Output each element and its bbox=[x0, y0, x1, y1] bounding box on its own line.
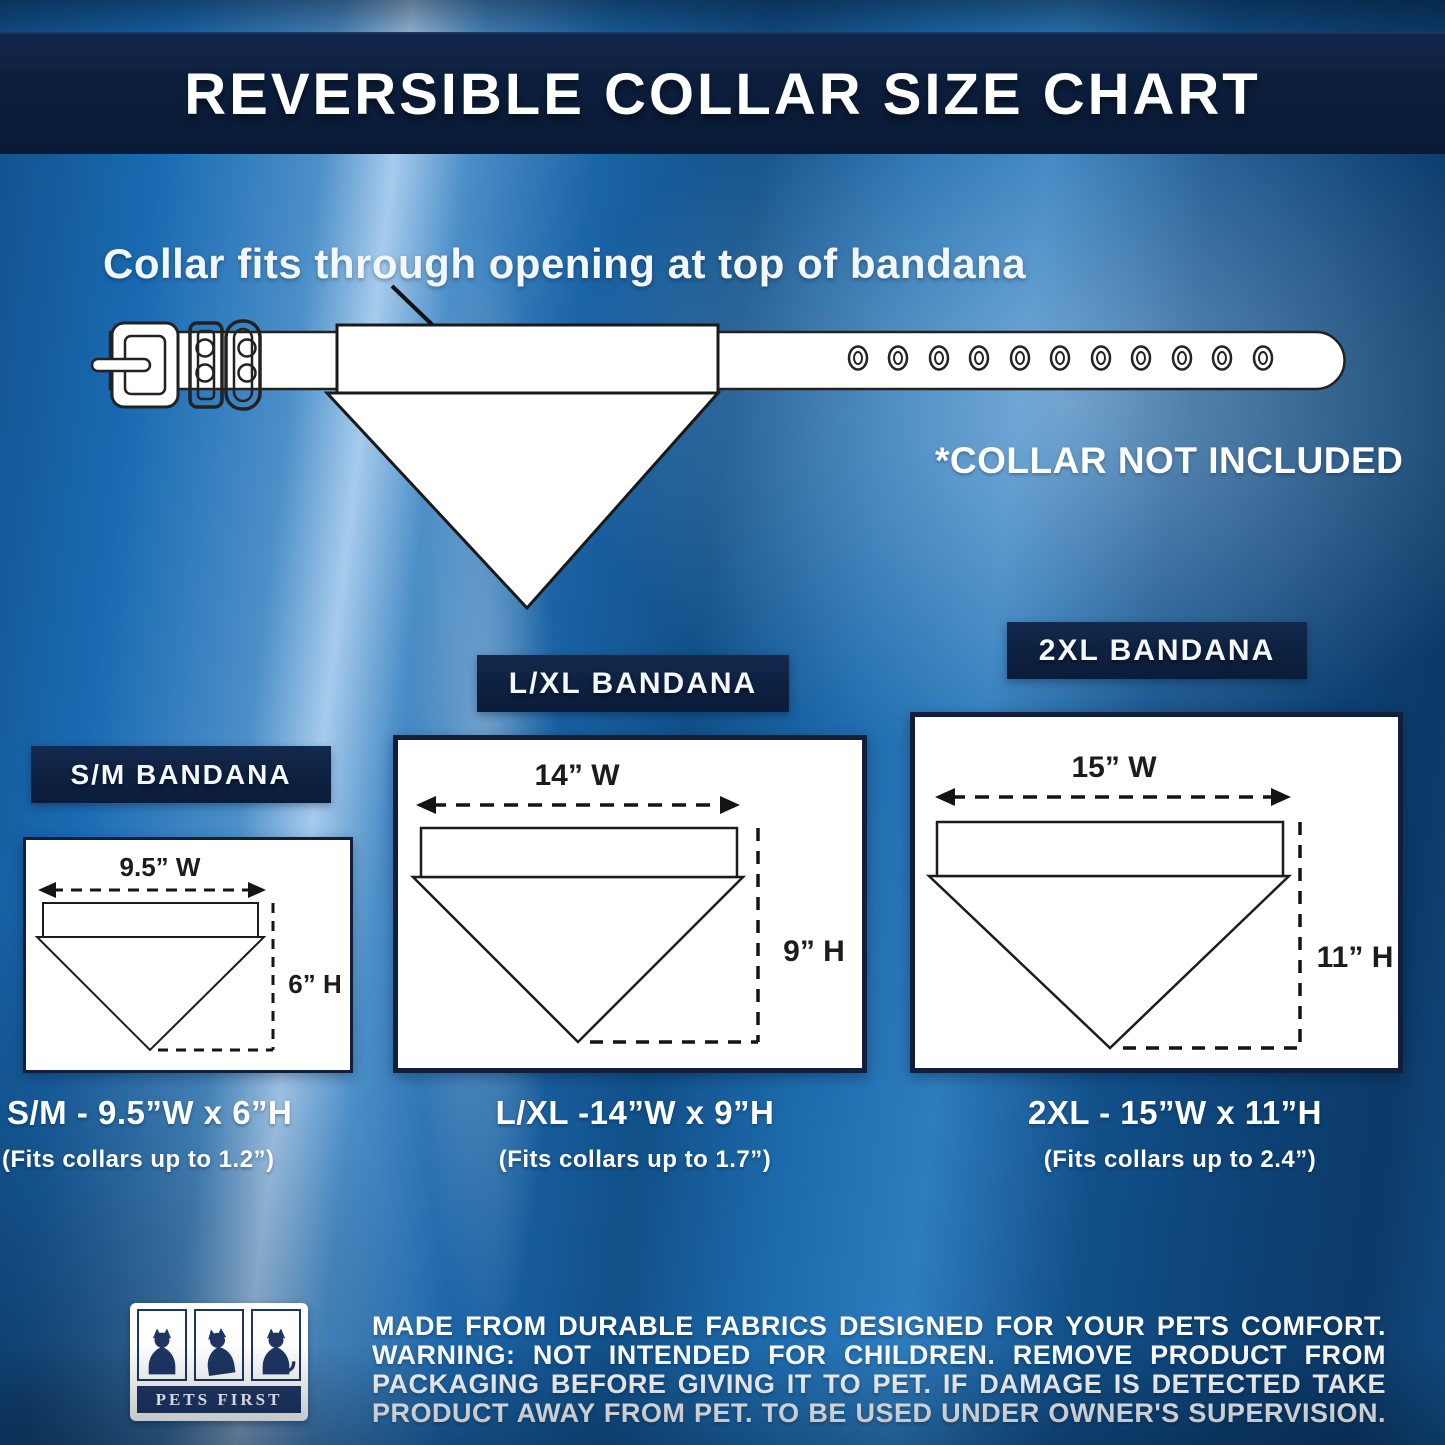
dog-frame-3 bbox=[251, 1309, 301, 1381]
disclaimer-line: PACKAGING BEFORE GIVING IT TO PET. IF DA… bbox=[372, 1369, 1386, 1399]
lxl-fits-note: (Fits collars up to 1.7”) bbox=[498, 1146, 772, 1173]
disclaimer-line: PRODUCT AWAY FROM PET. TO BE USED UNDER … bbox=[372, 1398, 1386, 1428]
dog-frame-1 bbox=[137, 1309, 187, 1381]
lxl-width-arrow bbox=[416, 796, 740, 814]
disclaimer-line: MADE FROM DURABLE FABRICS DESIGNED FOR Y… bbox=[372, 1311, 1386, 1341]
dog-silhouette-icon bbox=[207, 1328, 236, 1376]
dog-silhouette-icon bbox=[262, 1328, 296, 1375]
dog-frame-2 bbox=[194, 1309, 244, 1381]
dog-silhouette-icon bbox=[148, 1328, 176, 1375]
sm-fits-note: (Fits collars up to 1.2”) bbox=[2, 1146, 275, 1173]
sm-width-label: 9.5” W bbox=[120, 852, 201, 882]
2xl-bandana-triangle bbox=[925, 874, 1293, 1050]
pets-first-logo: PETS FIRST bbox=[130, 1303, 308, 1421]
disclaimer: MADE FROM DURABLE FABRICS DESIGNED FOR Y… bbox=[372, 1312, 1386, 1428]
2xl-height-label: 11” H bbox=[1317, 941, 1394, 974]
diagram-lxl: 14” W 9” H bbox=[409, 759, 845, 1044]
diagram-2xl: 15” W 11” H bbox=[925, 751, 1394, 1050]
lxl-summary: L/XL -14”W x 9”H bbox=[495, 1094, 775, 1131]
size-label-sm: S/M BANDANA bbox=[31, 746, 331, 803]
title-banner: REVERSIBLE COLLAR SIZE CHART bbox=[0, 32, 1445, 154]
lxl-bandana-sleeve bbox=[419, 826, 739, 879]
sm-width-arrow bbox=[38, 882, 266, 898]
lxl-bandana-triangle bbox=[409, 875, 747, 1044]
size-label-2xl-text: 2XL BANDANA bbox=[1038, 633, 1276, 667]
sm-bandana-triangle bbox=[34, 936, 267, 1052]
collar-strap bbox=[108, 330, 1346, 391]
2xl-summary: 2XL - 15”W x 11”H bbox=[1027, 1094, 1322, 1131]
brand-name-bar: PETS FIRST bbox=[137, 1386, 301, 1413]
lxl-height-line bbox=[590, 828, 760, 1044]
diagram-sm: 9.5” W 6” H bbox=[34, 852, 342, 1052]
2xl-height-line bbox=[1123, 822, 1302, 1050]
2xl-width-label: 15” W bbox=[1071, 751, 1157, 784]
lxl-height-label: 9” H bbox=[783, 935, 845, 968]
bandana-triangle bbox=[323, 391, 722, 611]
collar-buckle bbox=[90, 321, 180, 409]
size-label-lxl: L/XL BANDANA bbox=[477, 655, 789, 712]
collar-right-holes bbox=[847, 345, 1274, 371]
collar-note: *COLLAR NOT INCLUDED bbox=[935, 440, 1404, 481]
size-label-2xl: 2XL BANDANA bbox=[1007, 622, 1307, 679]
2xl-width-arrow bbox=[935, 788, 1291, 806]
bandana-sleeve bbox=[335, 323, 720, 395]
collar-keepers bbox=[188, 319, 262, 411]
2xl-fits-note: (Fits collars up to 2.4”) bbox=[1043, 1146, 1317, 1173]
lxl-width-label: 14” W bbox=[534, 759, 620, 792]
sm-bandana-sleeve bbox=[42, 902, 259, 938]
2xl-bandana-sleeve bbox=[935, 820, 1285, 878]
sm-height-label: 6” H bbox=[288, 969, 341, 999]
page-title: REVERSIBLE COLLAR SIZE CHART bbox=[184, 61, 1261, 127]
size-label-sm-text: S/M BANDANA bbox=[70, 758, 292, 790]
hero-caption: Collar fits through opening at top of ba… bbox=[103, 240, 1027, 287]
sm-summary: S/M - 9.5”W x 6”H bbox=[7, 1094, 293, 1131]
panel-sm: 9.5” W 6” H bbox=[23, 837, 353, 1073]
sm-height-line bbox=[158, 903, 275, 1052]
disclaimer-line: WARNING: NOT INTENDED FOR CHILDREN. REMO… bbox=[372, 1340, 1386, 1370]
panel-2xl: 15” W 11” H bbox=[910, 712, 1403, 1073]
size-label-lxl-text: L/XL BANDANA bbox=[508, 666, 758, 700]
collar-illustration bbox=[90, 319, 1346, 611]
brand-name: PETS FIRST bbox=[155, 1389, 283, 1409]
panel-lxl: 14” W 9” H bbox=[393, 735, 867, 1073]
